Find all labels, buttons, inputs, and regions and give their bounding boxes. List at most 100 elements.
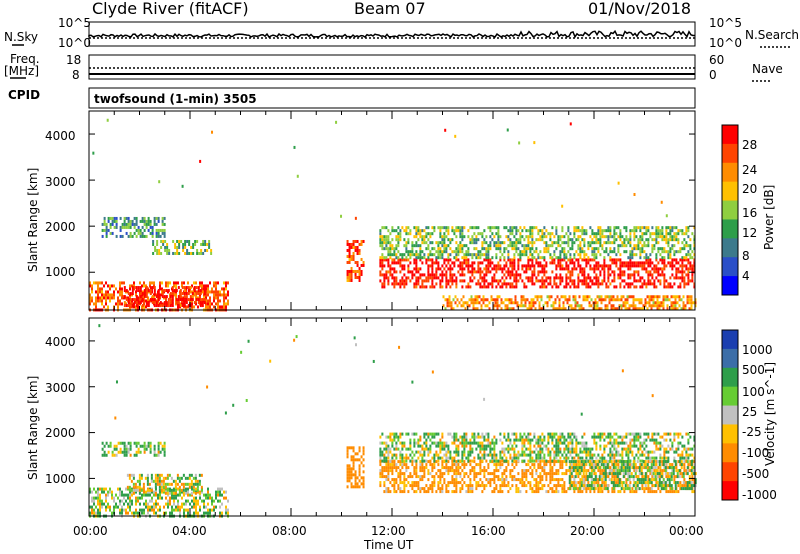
heatmap-cell	[121, 302, 123, 306]
heatmap-cell	[421, 273, 424, 277]
heatmap-cell	[133, 225, 136, 229]
heatmap-cell	[395, 253, 398, 257]
heatmap-cell	[486, 304, 489, 308]
heatmap-cell	[387, 250, 390, 254]
heatmap-cell	[417, 256, 420, 260]
heatmap-cell	[427, 267, 430, 271]
heatmap-cell	[171, 511, 173, 515]
heatmap-cell	[385, 247, 388, 251]
heatmap-cell	[494, 301, 497, 305]
heatmap-cell	[350, 455, 353, 459]
heatmap-cell	[379, 475, 382, 479]
heatmap-cell	[163, 441, 166, 445]
heatmap-cell	[525, 463, 528, 467]
heatmap-cell	[205, 305, 207, 309]
heatmap-cell	[139, 508, 141, 512]
heatmap-cell	[381, 472, 384, 476]
heatmap-cell	[127, 493, 129, 497]
heatmap-cell	[563, 241, 566, 245]
heatmap-cell	[496, 307, 499, 311]
heatmap-cell	[389, 481, 392, 485]
heatmap-cell	[421, 256, 424, 260]
heatmap-cell	[362, 263, 365, 267]
heatmap-cell	[589, 226, 592, 230]
x-tick: 04:00	[172, 524, 207, 538]
heatmap-cell	[169, 304, 172, 308]
heatmap-cell	[179, 298, 182, 302]
heatmap-cell	[671, 247, 674, 251]
heatmap-cell	[194, 239, 197, 243]
heatmap-cell	[129, 496, 131, 500]
heatmap-cell	[687, 253, 690, 257]
heatmap-cell	[575, 472, 578, 476]
heatmap-cell	[91, 287, 93, 291]
heatmap-cell	[615, 232, 618, 236]
heatmap-cell	[479, 256, 482, 260]
heatmap-cell	[556, 295, 559, 299]
heatmap-cell	[553, 241, 556, 245]
heatmap-cell	[521, 484, 524, 488]
heatmap-cell	[546, 301, 549, 305]
heatmap-cell	[103, 444, 106, 448]
heatmap-cell	[589, 279, 592, 283]
heatmap-cell	[93, 487, 95, 491]
heatmap-cell	[395, 444, 398, 448]
heatmap-cell	[527, 463, 530, 467]
heatmap-cell	[485, 247, 488, 251]
heatmap-cell	[391, 456, 394, 460]
heatmap-cell	[528, 301, 531, 305]
heatmap-cell	[473, 270, 476, 274]
heatmap-cell	[563, 250, 566, 254]
heatmap-cell	[166, 476, 169, 480]
heatmap-cell	[580, 304, 583, 308]
heatmap-cell	[529, 232, 532, 236]
heatmap-cell	[469, 481, 472, 485]
heatmap-cell	[107, 450, 110, 454]
heatmap-cell	[139, 444, 142, 448]
heatmap-cell	[491, 232, 494, 236]
heatmap-cell	[552, 304, 555, 308]
heatmap-cell	[485, 267, 488, 271]
heatmap-cell	[633, 238, 636, 242]
heatmap-cell	[121, 493, 123, 497]
heatmap-cell	[529, 235, 532, 239]
heatmap-cell	[587, 481, 590, 485]
heatmap-cell	[485, 241, 488, 245]
heatmap-cell	[188, 251, 191, 255]
heatmap-cell	[165, 289, 168, 293]
heatmap-cell	[449, 270, 452, 274]
heatmap-cell	[360, 239, 363, 243]
heatmap-cell	[119, 499, 121, 503]
heatmap-cell	[511, 282, 514, 286]
heatmap-cell	[413, 453, 416, 457]
heatmap-cell	[649, 264, 652, 268]
heatmap-cell	[599, 241, 602, 245]
heatmap-cell	[211, 287, 213, 291]
heatmap-cell	[167, 301, 170, 305]
heatmap-cell	[130, 488, 133, 492]
heatmap-cell	[633, 469, 636, 473]
heatmap-cell	[681, 273, 684, 277]
heatmap-cell	[675, 273, 678, 277]
heatmap-cell	[387, 282, 390, 286]
heatmap-cell	[433, 478, 436, 482]
heatmap-cell	[563, 490, 566, 494]
heatmap-cell	[293, 145, 296, 149]
heatmap-cell	[439, 472, 442, 476]
heatmap-cell	[559, 484, 562, 488]
heatmap-cell	[597, 490, 600, 494]
heatmap-cell	[129, 219, 132, 223]
heatmap-cell	[95, 299, 97, 303]
heatmap-cell	[489, 241, 492, 245]
heatmap-cell	[681, 267, 684, 271]
heatmap-cell	[489, 478, 492, 482]
heatmap-cell	[599, 484, 602, 488]
heatmap-cell	[181, 298, 184, 302]
heatmap-cell	[619, 238, 622, 242]
heatmap-cell	[621, 261, 624, 265]
heatmap-cell	[459, 264, 462, 268]
heatmap-cell	[505, 484, 508, 488]
heatmap-cell	[573, 490, 576, 494]
heatmap-cell	[471, 261, 474, 265]
heatmap-cell	[555, 285, 558, 289]
